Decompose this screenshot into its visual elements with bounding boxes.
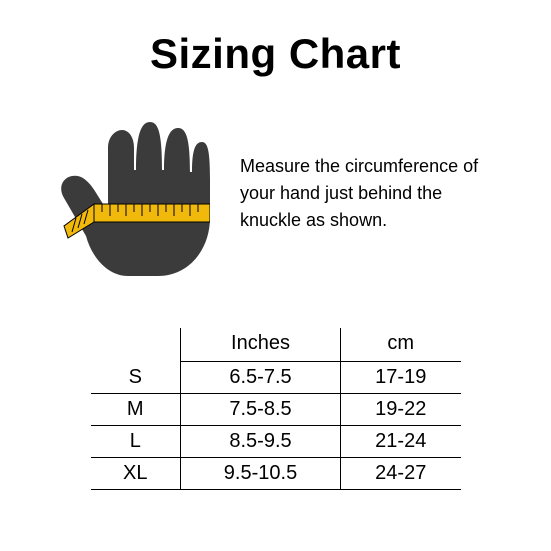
- table-row: L 8.5-9.5 21-24: [91, 426, 461, 458]
- intro-row: Measure the circumference of your hand j…: [40, 108, 511, 278]
- cell-inches: 7.5-8.5: [181, 394, 341, 426]
- table-row: XL 9.5-10.5 24-27: [91, 458, 461, 490]
- table-row: S 6.5-7.5 17-19: [91, 362, 461, 394]
- cell-inches: 8.5-9.5: [181, 426, 341, 458]
- cell-size: S: [91, 362, 181, 394]
- table-row: M 7.5-8.5 19-22: [91, 394, 461, 426]
- cell-cm: 24-27: [341, 458, 461, 490]
- table-header-row: Inches cm: [91, 328, 461, 362]
- cell-size: M: [91, 394, 181, 426]
- instruction-text: Measure the circumference of your hand j…: [240, 153, 501, 234]
- cell-size: L: [91, 426, 181, 458]
- col-header-cm: cm: [341, 328, 461, 362]
- cell-cm: 17-19: [341, 362, 461, 394]
- col-header-inches: Inches: [181, 328, 341, 362]
- page-title: Sizing Chart: [40, 30, 511, 78]
- cell-size: XL: [91, 458, 181, 490]
- hand-illustration: [50, 108, 210, 278]
- cell-inches: 6.5-7.5: [181, 362, 341, 394]
- cell-cm: 19-22: [341, 394, 461, 426]
- col-header-size: [91, 328, 181, 362]
- cell-inches: 9.5-10.5: [181, 458, 341, 490]
- cell-cm: 21-24: [341, 426, 461, 458]
- sizing-table: Inches cm S 6.5-7.5 17-19 M 7.5-8.5 19-2…: [91, 328, 461, 490]
- hand-icon: [61, 122, 210, 276]
